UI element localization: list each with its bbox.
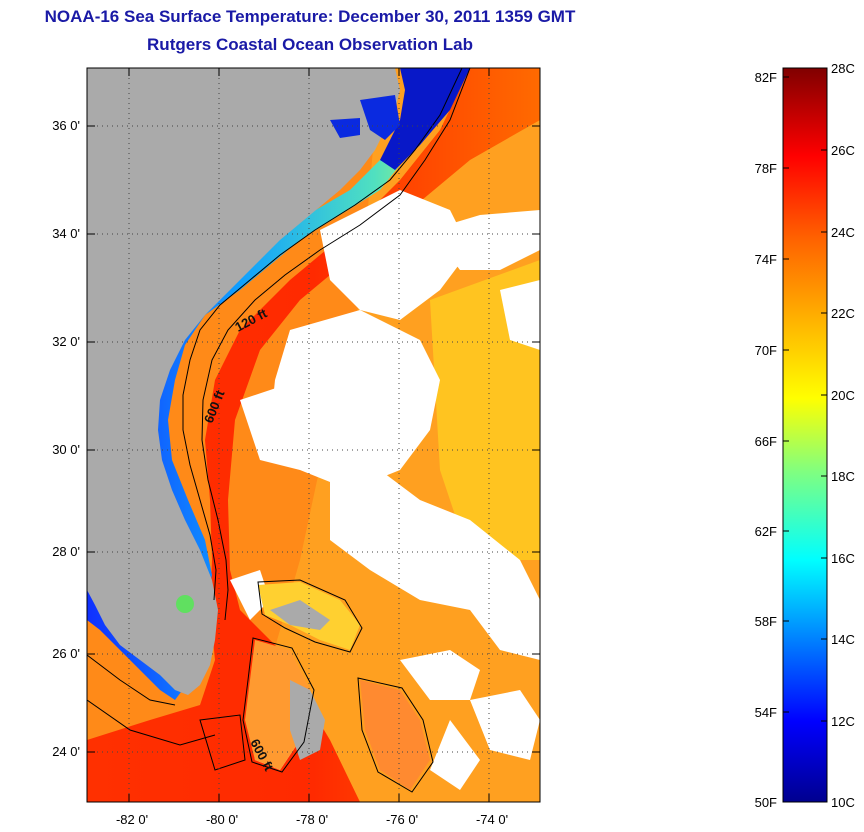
colorbar-f-label: 82F — [755, 70, 777, 85]
lat-label: 28 0' — [52, 544, 80, 559]
lake-okeechobee — [176, 595, 194, 613]
colorbar-f-label: 78F — [755, 161, 777, 176]
colorbar-c-label: 14C — [831, 632, 855, 647]
colorbar-c-label: 28C — [831, 61, 855, 76]
longitude-axis: -82 0' -80 0' -78 0' -76 0' -74 0' — [116, 68, 508, 827]
gulf-stream-sst — [87, 68, 540, 802]
cloud-cover — [230, 190, 540, 790]
grand-bahama-island — [270, 600, 330, 630]
lon-label: -76 0' — [386, 812, 418, 827]
colorbar-gradient — [782, 67, 828, 803]
colorbar-f-label: 70F — [755, 343, 777, 358]
colorbar-f-label: 58F — [755, 614, 777, 629]
lat-label: 32 0' — [52, 334, 80, 349]
lon-label: -78 0' — [296, 812, 328, 827]
andros-island — [290, 680, 325, 760]
lat-label: 24 0' — [52, 744, 80, 759]
map-frame — [86, 67, 541, 803]
lat-label: 36 0' — [52, 118, 80, 133]
colorbar-c-label: 16C — [831, 551, 855, 566]
colorbar: 82F 78F 74F 70F 66F 62F 58F 54F 50F 28C … — [755, 61, 855, 810]
lon-label: -82 0' — [116, 812, 148, 827]
colorbar-c-label: 10C — [831, 795, 855, 810]
colorbar-c-label: 22C — [831, 306, 855, 321]
land — [87, 68, 400, 695]
colorbar-f-label: 50F — [755, 795, 777, 810]
lat-label: 30 0' — [52, 442, 80, 457]
colorbar-c-label: 26C — [831, 143, 855, 158]
lon-label: -80 0' — [206, 812, 238, 827]
colorbar-f-label: 54F — [755, 705, 777, 720]
latitude-axis: 36 0' 34 0' 32 0' 30 0' 28 0' 26 0' 24 0… — [52, 118, 540, 759]
sst-map: 120 ft 600 ft 600 ft — [87, 68, 540, 802]
lon-label: -74 0' — [476, 812, 508, 827]
colorbar-f-label: 62F — [755, 524, 777, 539]
figure-title: NOAA-16 Sea Surface Temperature: Decembe… — [44, 7, 576, 26]
bathymetry-contours — [87, 68, 471, 793]
colorbar-c-label: 20C — [831, 388, 855, 403]
lat-label: 26 0' — [52, 646, 80, 661]
figure-subtitle: Rutgers Coastal Ocean Observation Lab — [147, 35, 473, 54]
bahama-bank-east — [360, 680, 430, 790]
colorbar-c-label: 18C — [831, 469, 855, 484]
coastal-sounds — [330, 95, 400, 140]
nearshore-cold-water — [380, 68, 470, 170]
graticule — [87, 68, 540, 802]
colorbar-c-label: 24C — [831, 225, 855, 240]
colorbar-c-label: 12C — [831, 714, 855, 729]
colorbar-f-label: 66F — [755, 434, 777, 449]
lat-label: 34 0' — [52, 226, 80, 241]
colorbar-f-label: 74F — [755, 252, 777, 267]
